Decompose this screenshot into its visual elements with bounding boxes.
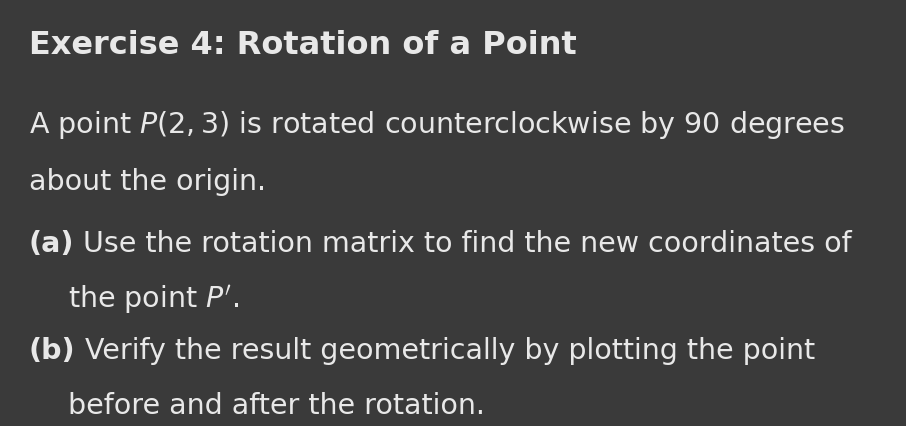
Text: Use the rotation matrix to find the new coordinates of: Use the rotation matrix to find the new … bbox=[74, 230, 853, 258]
Text: the point $P'$.: the point $P'$. bbox=[68, 283, 239, 316]
Text: (b): (b) bbox=[29, 337, 75, 365]
Text: Exercise 4: Rotation of a Point: Exercise 4: Rotation of a Point bbox=[29, 30, 577, 61]
Text: before and after the rotation.: before and after the rotation. bbox=[68, 392, 485, 420]
Text: (a): (a) bbox=[29, 230, 74, 258]
Text: Verify the result geometrically by plotting the point: Verify the result geometrically by plott… bbox=[75, 337, 814, 365]
Text: A point $P(2,3)$ is rotated counterclockwise by 90 degrees: A point $P(2,3)$ is rotated counterclock… bbox=[29, 109, 845, 141]
Text: about the origin.: about the origin. bbox=[29, 168, 266, 196]
